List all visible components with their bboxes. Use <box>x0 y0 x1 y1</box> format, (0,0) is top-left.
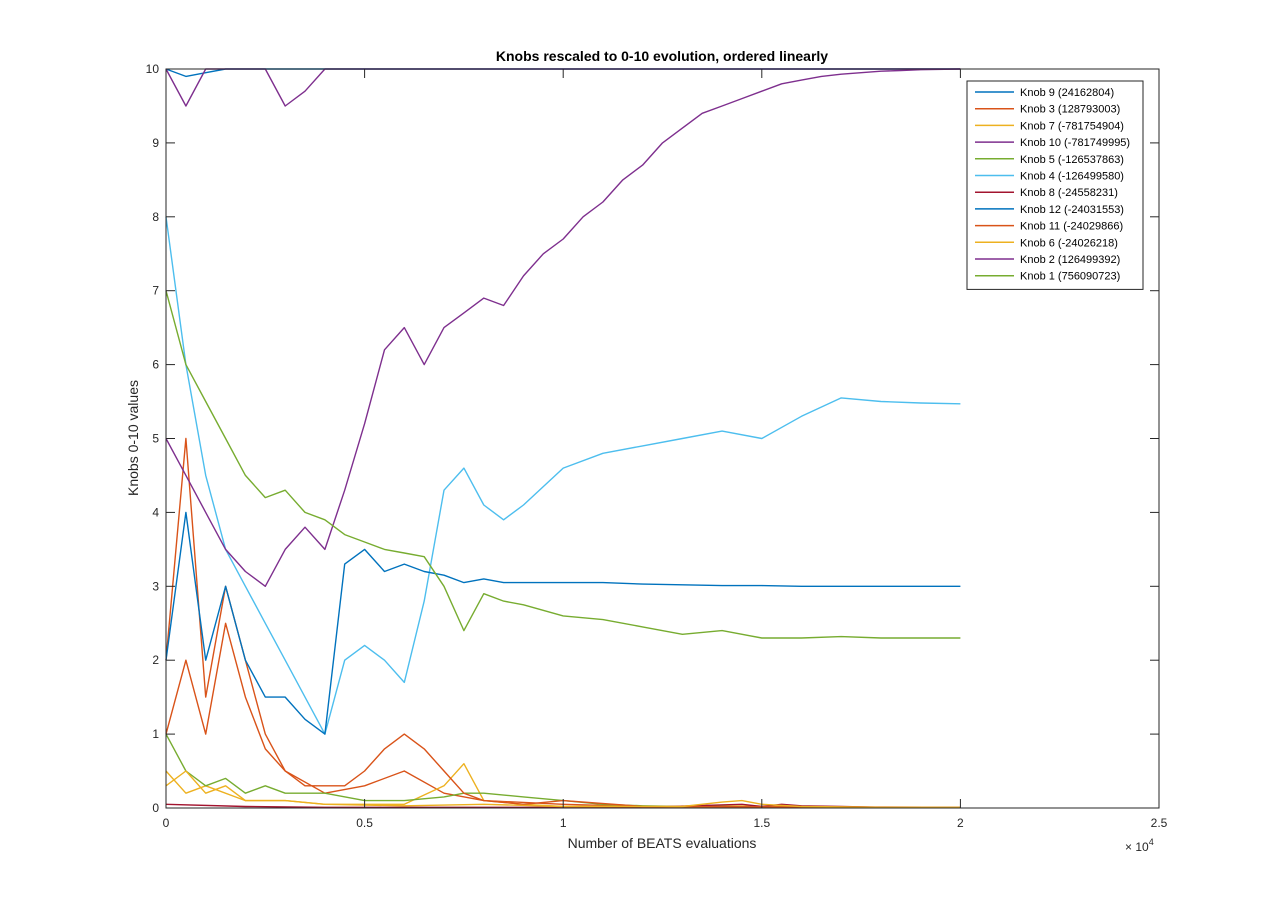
y-axis-label: Knobs 0-10 values <box>125 380 141 496</box>
y-tick-label: 9 <box>152 136 159 150</box>
y-tick-label: 0 <box>152 801 159 815</box>
legend-entry: Knob 7 (-781754904) <box>1020 120 1124 132</box>
legend-entry: Knob 8 (-24558231) <box>1020 187 1118 199</box>
x-axis-label: Number of BEATS evaluations <box>568 835 757 851</box>
legend-entry: Knob 3 (128793003) <box>1020 104 1120 116</box>
legend-entry: Knob 6 (-24026218) <box>1020 237 1118 249</box>
x-tick-label: 1 <box>560 816 567 830</box>
y-tick-label: 5 <box>152 432 159 446</box>
legend-entry: Knob 9 (24162804) <box>1020 87 1114 99</box>
y-tick-label: 8 <box>152 210 159 224</box>
x-exponent-power: 4 <box>1149 837 1154 847</box>
y-tick-label: 1 <box>152 727 159 741</box>
legend: Knob 9 (24162804) Knob 3 (128793003) Knob … <box>966 80 1144 290</box>
legend-entry: Knob 11 (-24029866) <box>1020 221 1123 233</box>
legend-entry: Knob 5 (-126537863) <box>1020 154 1124 166</box>
legend-box <box>966 80 1144 290</box>
y-tick-label: 2 <box>152 653 159 667</box>
y-tick-label: 7 <box>152 284 159 298</box>
legend-entry: Knob 2 (126499392) <box>1020 254 1120 266</box>
series-line-3 <box>165 763 961 808</box>
series-line-8 <box>165 511 961 735</box>
y-tick-label: 6 <box>152 358 159 372</box>
x-tick-label: 2 <box>957 816 964 830</box>
y-tick-label: 10 <box>146 62 160 76</box>
series-line-6 <box>165 216 961 735</box>
x-axis-exponent: × 104 <box>1125 837 1154 854</box>
x-tick-label: 1.5 <box>753 816 770 830</box>
x-tick-label: 0 <box>163 816 170 830</box>
legend-entry: Knob 10 (-781749995) <box>1020 137 1130 149</box>
legend-entry: Knob 4 (-126499580) <box>1020 171 1124 183</box>
series-line-12 <box>165 290 961 639</box>
legend-entry: Knob 1 (756090723) <box>1020 271 1120 283</box>
x-exponent-base: × 10 <box>1125 840 1149 854</box>
series-line-9 <box>165 622 961 808</box>
y-tick-label: 4 <box>152 505 159 519</box>
series-line-10 <box>165 770 961 808</box>
chart-title: Knobs rescaled to 0-10 evolution, ordere… <box>496 48 828 64</box>
y-tick-label: 3 <box>152 579 159 593</box>
series-line-11 <box>165 68 961 587</box>
legend-entry: Knob 12 (-24031553) <box>1020 204 1124 216</box>
x-tick-label: 2.5 <box>1151 816 1168 830</box>
x-tick-label: 0.5 <box>356 816 373 830</box>
